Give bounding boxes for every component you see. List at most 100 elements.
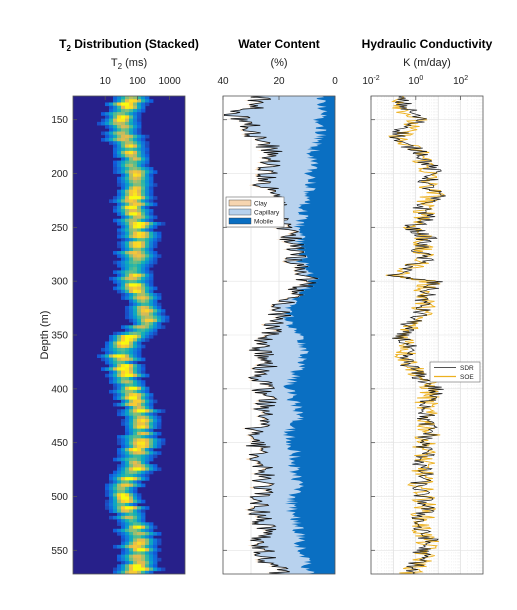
heatmap-cell [129, 134, 134, 139]
heatmap-cell [141, 386, 146, 391]
heatmap-cell [117, 567, 122, 572]
heatmap-cell [145, 99, 150, 103]
heatmap-cell [117, 409, 122, 413]
heatmap-cell [137, 460, 142, 465]
heatmap-cell [133, 389, 138, 394]
heatmap-cell [117, 473, 122, 478]
heatmap-cell [113, 147, 118, 152]
heatmap-cell [133, 415, 138, 420]
heatmap-cell [133, 557, 138, 562]
heatmap-cell [117, 522, 122, 526]
heatmap-cell [129, 167, 134, 171]
heatmap-cell [153, 415, 158, 420]
heatmap-cell [129, 228, 134, 233]
heatmap-cell [141, 441, 146, 446]
heatmap-cell [121, 102, 126, 107]
heatmap-cell [133, 477, 138, 481]
heatmap-cell [129, 470, 134, 475]
heatmap-cell [105, 344, 110, 349]
heatmap-cell [125, 163, 130, 168]
heatmap-cell [117, 289, 122, 294]
heatmap-cell [117, 137, 122, 142]
heatmap-cell [141, 302, 146, 307]
heatmap-cell [141, 241, 146, 245]
heatmap-cell [149, 318, 154, 323]
heatmap-cell [137, 519, 142, 523]
heatmap-cell [145, 205, 150, 210]
heatmap-cell [125, 396, 130, 400]
heatmap-cell [113, 280, 118, 284]
heatmap-cell [149, 412, 154, 417]
heatmap-cell [133, 561, 138, 565]
heatmap-cell [133, 202, 138, 207]
heatmap-cell [109, 351, 114, 355]
heatmap-cell [125, 280, 130, 284]
heatmap-cell [129, 435, 134, 439]
heatmap-cell [133, 238, 138, 242]
heatmap-cell [161, 318, 166, 323]
heatmap-cell [133, 173, 138, 178]
heatmap-cell [133, 234, 138, 239]
heatmap-cell [137, 364, 142, 368]
legend-soe-label: SOE [460, 374, 474, 381]
heatmap-cell [117, 199, 122, 203]
heatmap-cell [137, 318, 142, 323]
heatmap-cell [149, 280, 154, 284]
heatmap-cell [117, 150, 122, 155]
heatmap-cell [137, 218, 142, 223]
heatmap-cell [129, 221, 134, 226]
heatmap-cell [117, 499, 122, 504]
heatmap-cell [141, 406, 146, 410]
heatmap-cell [137, 199, 142, 203]
heatmap-cell [129, 202, 134, 207]
heatmap-cell [145, 532, 150, 536]
heatmap-cell [133, 506, 138, 510]
heatmap-cell [149, 305, 154, 310]
heatmap-cell [141, 167, 146, 171]
heatmap-cell [133, 247, 138, 252]
heatmap-cell [133, 567, 138, 572]
heatmap-cell [137, 347, 142, 352]
heatmap-cell [129, 260, 134, 265]
t2-xlabel: T2 (ms) [111, 57, 147, 71]
heatmap-cell [125, 493, 130, 497]
heatmap-cell [129, 522, 134, 526]
heatmap-cell [117, 144, 122, 149]
heatmap-cell [141, 244, 146, 249]
heatmap-cell [117, 396, 122, 400]
heatmap-cell [109, 493, 114, 497]
heatmap-cell [125, 160, 130, 165]
heatmap-cell [113, 131, 118, 136]
heatmap-cell [137, 96, 142, 100]
heatmap-cell [125, 347, 130, 352]
heatmap-cell [133, 105, 138, 110]
heatmap-cell [121, 477, 126, 481]
heatmap-cell [145, 406, 150, 410]
heatmap-cell [109, 141, 114, 145]
k-frame [370, 95, 484, 575]
heatmap-cell [117, 254, 122, 258]
heatmap-cell [129, 344, 134, 349]
heatmap-cell [121, 254, 126, 258]
heatmap-cell [117, 125, 122, 129]
heatmap-cell [157, 315, 162, 320]
heatmap-cell [141, 335, 146, 339]
heatmap-cell [121, 532, 126, 536]
heatmap-cell [121, 380, 126, 384]
heatmap-cell [117, 335, 122, 339]
heatmap-cell [141, 477, 146, 481]
t2-title: T2 Distribution (Stacked) [59, 37, 199, 53]
heatmap-cell [149, 428, 154, 433]
heatmap-cell [125, 144, 130, 149]
heatmap-cell [157, 444, 162, 449]
heatmap-cell [137, 567, 142, 572]
heatmap-cell [145, 199, 150, 203]
heatmap-cell [149, 99, 154, 103]
heatmap-cell [121, 506, 126, 510]
heatmap-cell [149, 561, 154, 565]
heatmap-cell [133, 335, 138, 339]
heatmap-cell [117, 370, 122, 375]
heatmap-cell [117, 263, 122, 268]
heatmap-cell [137, 186, 142, 191]
heatmap-cell [145, 176, 150, 181]
